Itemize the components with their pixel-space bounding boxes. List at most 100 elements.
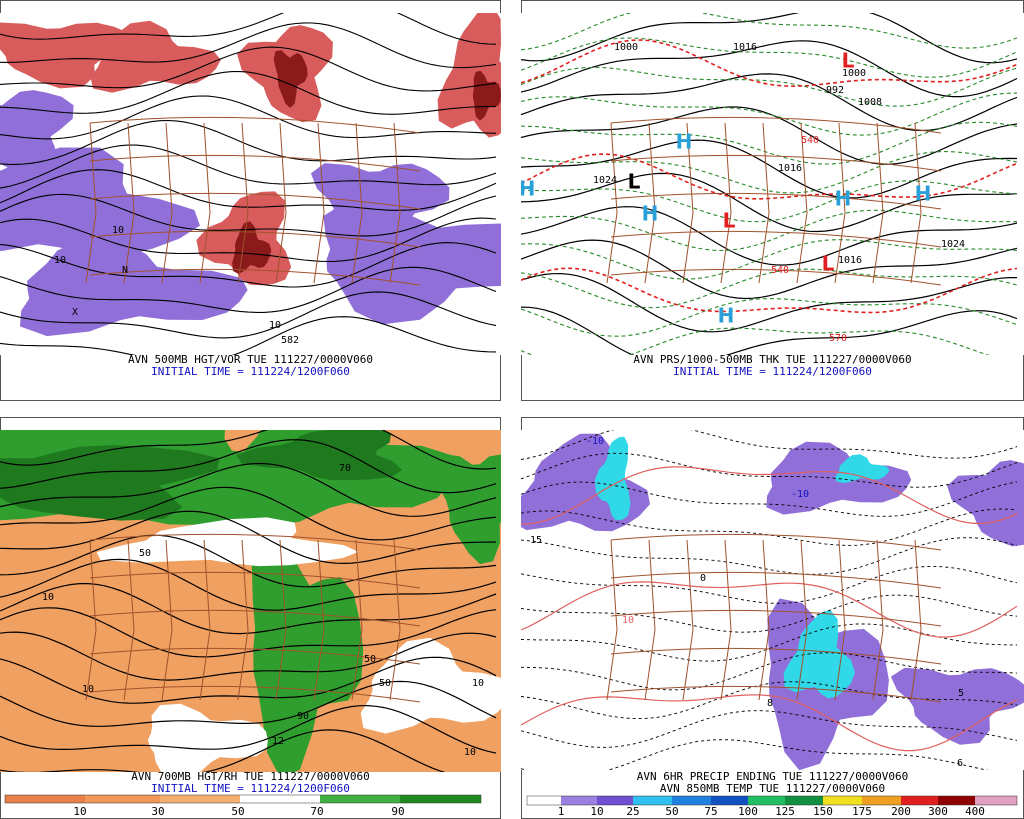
pressure-center: L [822, 252, 835, 276]
state-border [351, 539, 363, 701]
colorbar-label: 30 [151, 805, 164, 818]
contour-label: 1008 [858, 97, 882, 108]
contour-line [521, 239, 1018, 280]
contour-label: 1016 [838, 255, 862, 266]
contour-line [0, 46, 497, 92]
caption-sub: INITIAL TIME = 111224/1200F060 [151, 365, 350, 378]
contour-line [521, 739, 990, 770]
contour-line [521, 581, 1018, 638]
colorbar-label: 10 [590, 805, 603, 818]
colorbar-label: 75 [704, 805, 717, 818]
state-border [910, 539, 922, 701]
colorbar-label: 175 [852, 805, 872, 818]
caption-sub: AVN 850MB TEMP TUE 111227/0000V060 [660, 782, 885, 795]
shaded-area [783, 609, 855, 699]
colorbar-segment [85, 795, 160, 803]
shaded-area [947, 460, 1024, 547]
colorbar-label: 90 [391, 805, 404, 818]
colorbar-label: 100 [738, 805, 758, 818]
colorbar-segment [748, 796, 785, 805]
pressure-center: L [842, 49, 855, 73]
shaded-area [96, 517, 359, 567]
contour-line [521, 306, 1018, 355]
colorbar-label: 300 [928, 805, 948, 818]
colorbar-segment [975, 796, 1017, 805]
contour-line [0, 558, 497, 611]
contour-line [521, 652, 1018, 691]
colorbar-label: 10 [73, 805, 86, 818]
state-border [610, 533, 942, 551]
colorbar-segment [240, 795, 320, 803]
contour-line [521, 206, 1018, 266]
state-border [123, 539, 135, 701]
colorbar-segment [901, 796, 938, 805]
contour-line [0, 13, 497, 45]
contour-line [521, 239, 1018, 300]
state-border [758, 539, 770, 701]
contour-label: 10 [112, 225, 124, 236]
colorbar-label: 400 [965, 805, 985, 818]
contour-line [0, 510, 497, 565]
contour-label: 1024 [941, 239, 965, 250]
state-border [85, 539, 97, 701]
contour-line [0, 217, 497, 263]
colorbar-segment [561, 796, 597, 805]
contour-label: 1024 [593, 175, 617, 186]
colorbar-frame [4, 794, 482, 804]
contour-label: 10 [269, 320, 281, 331]
state-border [610, 609, 942, 627]
pressure-center: L [628, 170, 641, 194]
state-border [758, 122, 770, 284]
contour-line [521, 153, 1018, 200]
caption: AVN 6HR PRECIP ENDING TUE 111227/0000V06… [637, 770, 909, 783]
state-border [89, 230, 421, 248]
contour-line [0, 316, 497, 355]
pressure-center: H [676, 130, 693, 154]
contour-label: 10 [54, 255, 66, 266]
colorbar-frame [526, 795, 1018, 806]
colorbar-label: 200 [891, 805, 911, 818]
contour-label: 582 [281, 335, 299, 346]
contour-line [521, 272, 1017, 333]
contour-line [0, 729, 446, 772]
state-border [123, 122, 135, 284]
state-border [389, 122, 401, 284]
contour-line [521, 180, 1018, 223]
shaded-area [890, 667, 1024, 745]
contour-label: 50 [379, 678, 391, 689]
state-border [161, 122, 173, 284]
state-border [872, 539, 884, 701]
map: 1000 1016 992 1000 1008 540 1016 1024 1024 1016 54… [521, 13, 1024, 355]
contour-label: 1000 [614, 42, 638, 53]
state-border [610, 685, 942, 703]
colorbar-label: 125 [775, 805, 795, 818]
contour-label: 50 [139, 548, 151, 559]
contour-line [521, 681, 1018, 720]
pressure-center: H [915, 182, 932, 206]
state-border [610, 154, 942, 172]
contour-line [521, 40, 1018, 98]
state-border [275, 122, 287, 284]
state-border [89, 533, 421, 551]
shaded-area [236, 430, 403, 481]
state-border [796, 539, 808, 701]
contour-line [0, 71, 496, 115]
contour-line [0, 656, 497, 704]
contour-label: 1016 [733, 42, 757, 53]
caption: AVN 700MB HGT/RH TUE 111227/0000V060 [131, 770, 369, 783]
colorbar-label: 150 [813, 805, 833, 818]
state-border [796, 122, 808, 284]
contour-line [521, 452, 1018, 488]
state-border [834, 539, 846, 701]
contour-line [521, 268, 1018, 309]
contour-line [521, 39, 1018, 88]
colorbar-segment [862, 796, 901, 805]
colorbar-segment [823, 796, 862, 805]
contour-line [0, 95, 497, 140]
state-border [89, 647, 421, 665]
shaded-area [251, 533, 364, 772]
shaded-area [310, 163, 450, 252]
contour-line [0, 631, 497, 681]
contour-line [0, 439, 497, 494]
shaded-area [835, 454, 890, 484]
